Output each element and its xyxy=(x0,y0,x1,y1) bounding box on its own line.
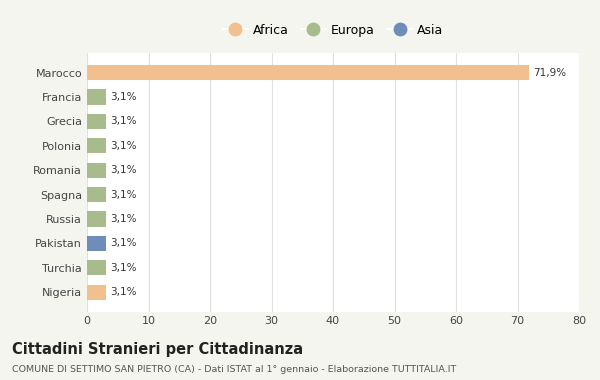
Text: 3,1%: 3,1% xyxy=(110,287,137,297)
Bar xyxy=(87,236,106,251)
Text: 3,1%: 3,1% xyxy=(110,165,137,175)
Bar xyxy=(87,285,106,300)
Text: 71,9%: 71,9% xyxy=(533,68,566,78)
Bar xyxy=(87,65,529,80)
Text: COMUNE DI SETTIMO SAN PIETRO (CA) - Dati ISTAT al 1° gennaio - Elaborazione TUTT: COMUNE DI SETTIMO SAN PIETRO (CA) - Dati… xyxy=(12,365,456,374)
Bar xyxy=(87,260,106,276)
Text: 3,1%: 3,1% xyxy=(110,141,137,151)
Bar xyxy=(87,89,106,105)
Text: 3,1%: 3,1% xyxy=(110,116,137,127)
Bar xyxy=(87,114,106,129)
Legend: Africa, Europa, Asia: Africa, Europa, Asia xyxy=(218,19,449,42)
Bar xyxy=(87,211,106,226)
Text: 3,1%: 3,1% xyxy=(110,263,137,273)
Text: Cittadini Stranieri per Cittadinanza: Cittadini Stranieri per Cittadinanza xyxy=(12,342,303,357)
Text: 3,1%: 3,1% xyxy=(110,92,137,102)
Bar xyxy=(87,138,106,154)
Bar xyxy=(87,163,106,178)
Bar xyxy=(87,187,106,202)
Text: 3,1%: 3,1% xyxy=(110,190,137,200)
Text: 3,1%: 3,1% xyxy=(110,214,137,224)
Text: 3,1%: 3,1% xyxy=(110,238,137,249)
